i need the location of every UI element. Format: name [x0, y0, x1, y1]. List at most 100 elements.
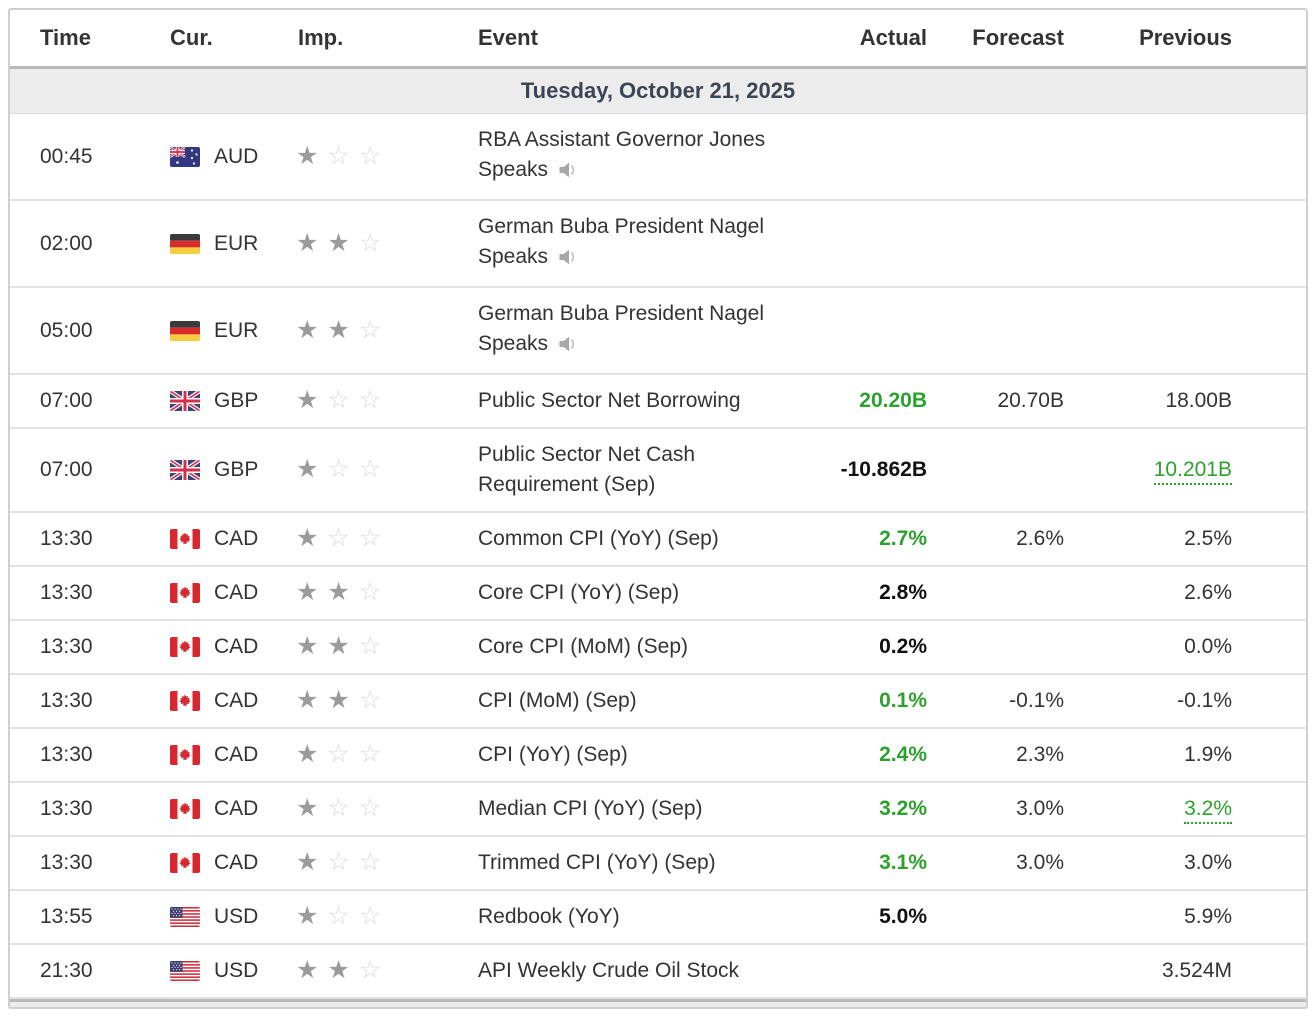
- next-section-strip: [10, 999, 1306, 1007]
- star-icon: ★: [327, 578, 350, 606]
- event-row[interactable]: 13:30 CAD ★ ☆ ☆ CPI (YoY) (Sep) 2.4% 2.3% …: [10, 729, 1306, 783]
- previous-value: 3.524M: [1161, 959, 1232, 982]
- importance-stars: ★ ☆ ☆: [290, 796, 468, 822]
- currency-code: GBP: [214, 458, 259, 481]
- event-row[interactable]: 07:00 GBP ★ ☆ ☆ Public Sector Net Cash Req…: [10, 429, 1306, 513]
- star-icon: ☆: [358, 956, 382, 984]
- usa-flag-icon: [170, 961, 200, 981]
- economic-calendar-table: Time Cur. Imp. Event Actual Forecast Pre…: [8, 8, 1308, 1009]
- event-link[interactable]: German Buba President Nagel Speaks: [478, 215, 764, 268]
- event-link[interactable]: Public Sector Net Borrowing: [478, 389, 741, 412]
- currency-cell: USD: [162, 905, 290, 929]
- importance-stars: ★ ☆ ☆: [290, 141, 468, 170]
- table-header-row: Time Cur. Imp. Event Actual Forecast Pre…: [10, 10, 1306, 69]
- star-icon: ☆: [358, 632, 382, 660]
- star-icon: ☆: [358, 386, 382, 414]
- canada-flag-icon: [170, 745, 200, 765]
- event-link[interactable]: Redbook (YoY): [478, 905, 620, 928]
- event-row[interactable]: 07:00 GBP ★ ☆ ☆ Public Sector Net Borrowin…: [10, 375, 1306, 429]
- event-cell: German Buba President Nagel Speaks: [468, 299, 817, 362]
- event-link[interactable]: German Buba President Nagel Speaks: [478, 302, 764, 355]
- event-row[interactable]: 13:30 CAD ★ ☆ ☆ Trimmed CPI (YoY) (Sep) 3.…: [10, 837, 1306, 891]
- column-header-importance: Imp.: [298, 25, 344, 50]
- event-link[interactable]: CPI (YoY) (Sep): [478, 743, 628, 766]
- event-link[interactable]: Public Sector Net Cash Requirement (Sep): [478, 443, 696, 496]
- event-link[interactable]: Median CPI (YoY) (Sep): [478, 797, 703, 820]
- currency-code: EUR: [214, 231, 259, 255]
- star-icon: ★: [296, 794, 319, 822]
- canada-flag-icon: [170, 637, 200, 657]
- star-icon: ★: [296, 455, 319, 483]
- event-cell: Core CPI (YoY) (Sep): [468, 578, 817, 608]
- currency-cell: AUD: [162, 145, 290, 169]
- star-icon: ★: [296, 848, 319, 876]
- speaker-icon: [557, 245, 577, 275]
- event-link[interactable]: Core CPI (YoY) (Sep): [478, 581, 680, 604]
- event-link[interactable]: CPI (MoM) (Sep): [478, 689, 637, 712]
- canada-flag-icon: [170, 583, 200, 603]
- previous-value: 5.9%: [1184, 905, 1232, 928]
- event-row[interactable]: 13:30 CAD ★ ☆ ☆ Median CPI (YoY) (Sep) 3.2…: [10, 783, 1306, 837]
- actual-value: 3.2%: [879, 797, 927, 820]
- importance-stars: ★ ☆ ☆: [290, 457, 468, 483]
- event-link[interactable]: Common CPI (YoY) (Sep): [478, 527, 719, 550]
- event-link[interactable]: Trimmed CPI (YoY) (Sep): [478, 851, 716, 874]
- event-row[interactable]: 13:30 CAD ★ ★ ☆ Core CPI (YoY) (Sep) 2.8% …: [10, 567, 1306, 621]
- event-cell: Public Sector Net Cash Requirement (Sep): [468, 440, 817, 500]
- germany-flag-icon: [170, 233, 200, 254]
- star-icon: ☆: [327, 386, 350, 414]
- actual-value: -10.862B: [840, 458, 927, 481]
- previous-value: 3.0%: [1184, 851, 1232, 874]
- star-icon: ☆: [327, 455, 350, 483]
- event-row[interactable]: 05:00 EUR ★ ★ ☆ German Buba President Nage…: [10, 288, 1306, 375]
- event-link[interactable]: Core CPI (MoM) (Sep): [478, 635, 689, 658]
- event-row[interactable]: 13:30 CAD ★ ★ ☆ CPI (MoM) (Sep) 0.1% -0.1%…: [10, 675, 1306, 729]
- event-row[interactable]: 02:00 EUR ★ ★ ☆ German Buba President Nage…: [10, 201, 1306, 288]
- importance-stars: ★ ★ ☆: [290, 634, 468, 660]
- event-link[interactable]: API Weekly Crude Oil Stock: [478, 959, 740, 982]
- usa-flag-icon: [170, 907, 200, 927]
- column-header-forecast: Forecast: [972, 25, 1064, 50]
- event-row[interactable]: 13:30 CAD ★ ☆ ☆ Common CPI (YoY) (Sep) 2.7…: [10, 513, 1306, 567]
- event-time: 13:55: [40, 905, 93, 928]
- forecast-value: 3.0%: [1016, 797, 1064, 820]
- event-row[interactable]: 13:55 USD ★ ☆ ☆ Redbook (YoY) 5.0% 5.9%: [10, 891, 1306, 945]
- star-icon: ★: [327, 228, 350, 257]
- currency-code: CAD: [214, 743, 259, 766]
- germany-flag-icon: [170, 320, 200, 341]
- event-time: 13:30: [40, 581, 93, 604]
- event-time: 13:30: [40, 851, 93, 874]
- star-icon: ☆: [358, 848, 382, 876]
- currency-cell: CAD: [162, 635, 290, 659]
- event-row[interactable]: 00:45 AUD ★ ☆ ☆ RBA Assistant Governor Jon…: [10, 114, 1306, 201]
- previous-value[interactable]: 10.201B: [1064, 457, 1232, 485]
- forecast-value: 3.0%: [1016, 851, 1064, 874]
- star-icon: ★: [296, 315, 319, 344]
- currency-code: CAD: [214, 797, 259, 820]
- star-icon: ☆: [358, 740, 382, 768]
- star-icon: ☆: [327, 740, 350, 768]
- actual-value: 5.0%: [879, 905, 927, 928]
- event-link[interactable]: RBA Assistant Governor Jones Speaks: [478, 128, 766, 181]
- star-icon: ★: [296, 956, 319, 984]
- column-header-event: Event: [478, 25, 538, 50]
- australia-flag-icon: [170, 146, 200, 167]
- event-time: 21:30: [40, 959, 93, 982]
- star-icon: ★: [327, 315, 350, 344]
- speaker-icon: [557, 158, 577, 188]
- forecast-value: 20.70B: [997, 389, 1064, 412]
- event-row[interactable]: 21:30 USD ★ ★ ☆ API Weekly Crude Oil Stock…: [10, 945, 1306, 999]
- previous-value: 0.0%: [1184, 635, 1232, 658]
- actual-value: 2.4%: [879, 743, 927, 766]
- previous-value[interactable]: 3.2%: [1064, 796, 1232, 824]
- currency-cell: EUR: [162, 319, 290, 343]
- star-icon: ☆: [358, 141, 382, 170]
- star-icon: ★: [296, 141, 319, 170]
- event-row[interactable]: 13:30 CAD ★ ★ ☆ Core CPI (MoM) (Sep) 0.2% …: [10, 621, 1306, 675]
- uk-flag-icon: [170, 391, 200, 411]
- date-header: Tuesday, October 21, 2025: [10, 69, 1306, 114]
- currency-cell: CAD: [162, 743, 290, 767]
- forecast-value: -0.1%: [1009, 689, 1064, 712]
- currency-cell: CAD: [162, 797, 290, 821]
- star-icon: ★: [296, 740, 319, 768]
